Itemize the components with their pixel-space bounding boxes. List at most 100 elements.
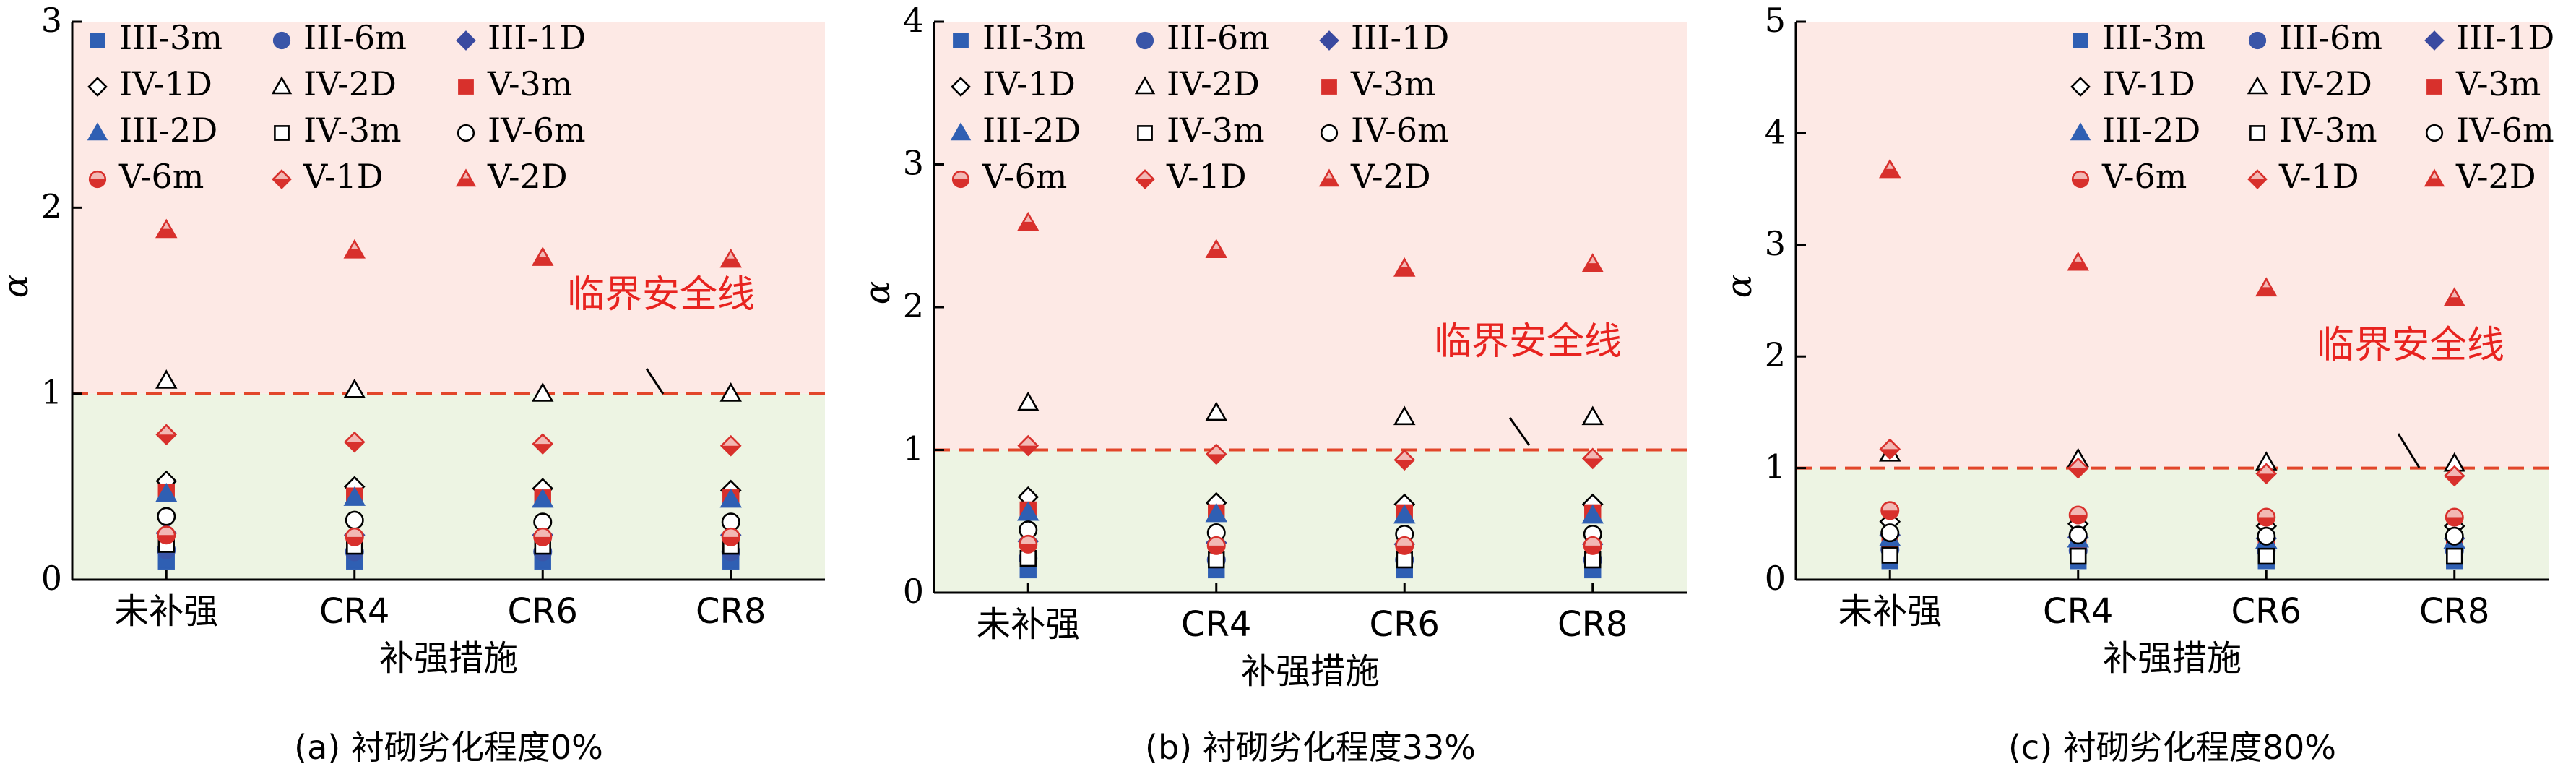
legend-marker-V-6m — [2071, 170, 2090, 189]
legend-label: V-2D — [487, 157, 568, 196]
legend-marker-IV-6m — [1320, 124, 1339, 142]
legend-label: IV-1D — [119, 64, 212, 103]
data-point-V-6m — [2257, 507, 2276, 527]
legend: III-3m III-6m III-1D IV-1D IV-2D V-3m III-2D IV… — [950, 18, 1449, 196]
legend-marker-III-2D — [87, 122, 108, 141]
annotation-leader-line — [2397, 433, 2421, 468]
legend-marker-III-3m — [2073, 33, 2088, 48]
data-point-V-6m — [533, 527, 553, 546]
legend-label: V-1D — [1166, 157, 1247, 196]
data-point-V-6m — [1583, 536, 1602, 555]
data-point-IV-2D — [719, 382, 742, 402]
data-point-III-2D — [532, 488, 554, 508]
critical-line-annotation: 临界安全线 — [567, 273, 755, 317]
y-tick-label: 1 — [1765, 447, 1786, 486]
legend-marker-V-2D — [2424, 168, 2445, 187]
safe-zone — [72, 393, 825, 580]
data-point-V-2D — [719, 248, 742, 268]
legend-marker-III-6m — [2248, 31, 2267, 50]
y-tick-label: 0 — [903, 572, 924, 611]
legend-marker-V-3m — [1321, 79, 1337, 95]
x-tick-label: 未补强 — [114, 591, 218, 632]
legend-label: IV-1D — [2102, 64, 2195, 103]
legend-label: V-6m — [982, 157, 1067, 196]
y-tick-label: 2 — [903, 286, 924, 325]
legend-marker-III-2D — [2070, 122, 2091, 141]
legend-label: III-2D — [2102, 111, 2200, 150]
data-point-V-1D — [2255, 463, 2278, 485]
data-point-IV-3m — [1881, 546, 1898, 564]
critical-line-annotation: 临界安全线 — [2317, 324, 2504, 367]
unsafe-zone — [72, 22, 825, 394]
legend-marker-IV-1D — [2070, 77, 2091, 97]
data-point-V-1D — [2443, 465, 2465, 487]
legend-marker-V-1D — [272, 169, 292, 189]
data-point-III-2D — [1017, 501, 1040, 521]
legend-label: IV-2D — [2279, 64, 2372, 103]
data-point-V-2D — [1879, 158, 1901, 179]
unsafe-zone — [934, 22, 1687, 450]
legend-marker-IV-2D — [1134, 76, 1156, 95]
data-point-V-6m — [1395, 536, 1414, 555]
legend-label: III-2D — [119, 111, 217, 150]
safe-zone — [1796, 468, 2549, 580]
legend-label: V-6m — [2101, 157, 2187, 196]
x-tick-label: CR6 — [1370, 604, 1440, 645]
legend-label: IV-2D — [1167, 64, 1260, 103]
legend-label: III-1D — [488, 18, 586, 57]
y-axis-label: α — [857, 281, 898, 304]
x-tick-label: 未补强 — [976, 604, 1080, 645]
data-point-V-6m — [1206, 536, 1226, 555]
y-tick-label: 4 — [903, 1, 924, 40]
data-point-V-1D — [532, 433, 554, 455]
data-point-IV-6m — [2257, 526, 2276, 546]
data-point-III-2D — [1205, 502, 1227, 523]
data-point-V-1D — [1581, 447, 1604, 470]
legend-label: V-3m — [487, 64, 572, 103]
legend-label: III-3m — [2102, 18, 2205, 57]
legend-label: V-1D — [2278, 157, 2359, 196]
data-point-III-2D — [155, 483, 178, 502]
legend-marker-V-6m — [951, 170, 970, 189]
legend-marker-III-3m — [953, 33, 969, 48]
legend-marker-III-6m — [272, 31, 291, 50]
legend-marker-V-6m — [88, 170, 107, 189]
legend-marker-IV-1D — [951, 77, 971, 97]
unsafe-zone — [1796, 22, 2549, 468]
legend-label: III-2D — [982, 111, 1081, 150]
x-tick-label: CR6 — [2231, 591, 2301, 632]
x-axis-label: 补强措施 — [2103, 638, 2242, 679]
legend-marker-V-2D — [455, 168, 477, 187]
data-point-V-1D — [1879, 438, 1901, 460]
critical-line-annotation: 临界安全线 — [1434, 320, 1622, 364]
x-tick-label: CR6 — [508, 591, 578, 632]
data-point-V-2D — [1393, 257, 1416, 277]
data-point-V-6m — [1019, 534, 1038, 554]
x-tick-label: CR4 — [319, 591, 389, 632]
y-axis-label: α — [0, 275, 36, 298]
panel-caption: (c) 衬砌劣化程度80% — [2008, 728, 2336, 767]
data-point-IV-6m — [2445, 526, 2464, 546]
y-tick-label: 5 — [1765, 1, 1786, 40]
data-point-V-6m — [1880, 501, 1900, 520]
x-axis-label: 补强措施 — [1241, 651, 1380, 692]
legend-marker-V-3m — [458, 79, 474, 95]
y-tick-label: 0 — [1765, 559, 1786, 598]
x-tick-label: CR8 — [696, 591, 766, 632]
data-point-IV-3m — [2446, 547, 2463, 565]
data-point-IV-2D — [155, 369, 178, 389]
legend-label: V-2D — [2455, 157, 2536, 196]
legend-marker-IV-2D — [2247, 76, 2268, 95]
legend-marker-III-1D — [456, 30, 476, 51]
legend-label: V-3m — [1350, 64, 1435, 103]
data-point-V-6m — [2068, 505, 2088, 525]
legend-marker-V-1D — [2247, 169, 2268, 189]
data-point-V-1D — [343, 431, 366, 453]
legend-label: IV-2D — [303, 64, 397, 103]
data-point-V-6m — [157, 525, 176, 545]
legend-label: IV-3m — [1167, 111, 1265, 150]
legend-label: III-1D — [1351, 18, 1449, 57]
legend-label: III-6m — [1167, 18, 1270, 57]
legend-label: III-6m — [303, 18, 407, 57]
panel-caption: (a) 衬砌劣化程度0% — [294, 728, 603, 767]
